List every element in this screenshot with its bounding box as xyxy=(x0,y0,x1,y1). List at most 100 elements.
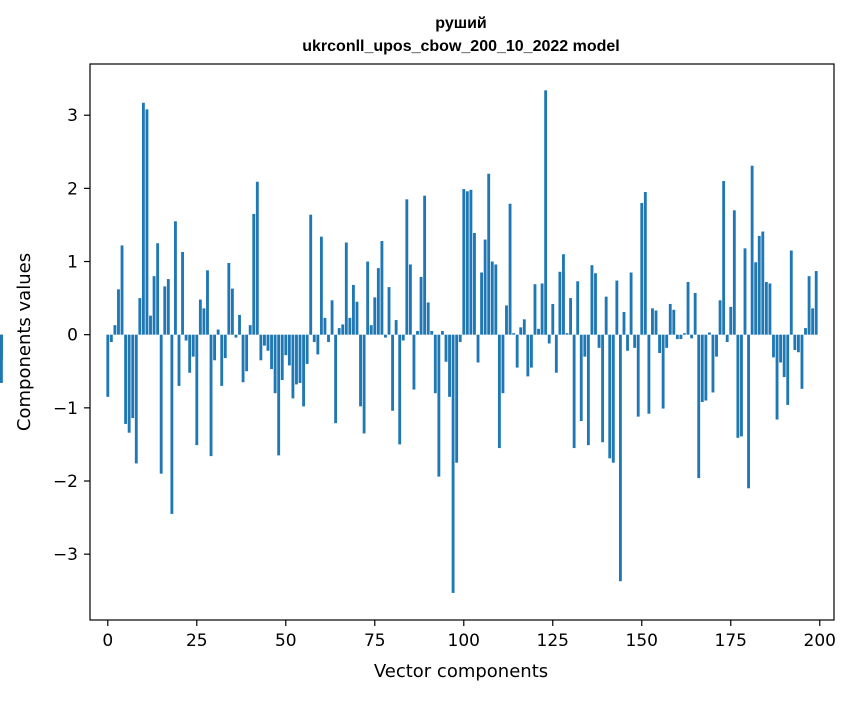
bar-96 xyxy=(448,334,451,397)
bar-155 xyxy=(658,334,661,353)
bar-187 xyxy=(772,334,775,358)
bar-134 xyxy=(583,334,587,357)
bar-51 xyxy=(287,334,291,366)
bar-93 xyxy=(437,334,441,477)
bar-199 xyxy=(814,271,818,335)
bar-157 xyxy=(665,334,669,348)
bar-156 xyxy=(661,334,665,409)
y-tick-label: 3 xyxy=(67,106,78,126)
bar-62 xyxy=(327,334,330,342)
bar-7 xyxy=(131,334,135,419)
chart-title-line1: руший xyxy=(435,15,486,32)
bar-180 xyxy=(747,334,750,489)
bar-195 xyxy=(800,334,804,389)
bar-126 xyxy=(554,334,558,373)
bar-82 xyxy=(398,334,402,445)
bar-186 xyxy=(768,283,772,335)
bar-13 xyxy=(152,276,156,335)
bar-128 xyxy=(562,254,565,335)
bar-135 xyxy=(586,334,590,446)
bar-87 xyxy=(416,331,419,335)
bar-64 xyxy=(334,334,338,424)
bar-168 xyxy=(704,334,708,401)
bar-173 xyxy=(722,181,726,335)
bar-31 xyxy=(216,329,220,335)
bar-98 xyxy=(455,334,459,463)
bar-56 xyxy=(305,334,309,364)
bar-194 xyxy=(796,334,800,353)
bar-49 xyxy=(280,334,284,381)
y-axis-label: Components values xyxy=(14,253,35,431)
bar-178 xyxy=(740,334,743,437)
bar-182 xyxy=(754,262,758,335)
bar-32 xyxy=(220,334,224,386)
bar-42 xyxy=(255,181,259,335)
bar-21 xyxy=(181,252,184,335)
bar-109 xyxy=(494,264,498,335)
bar-124 xyxy=(547,334,551,344)
bar-88 xyxy=(419,276,423,335)
bar-152 xyxy=(647,334,651,414)
bar-119 xyxy=(529,334,533,368)
x-tick-label: 175 xyxy=(715,631,747,651)
bar-166 xyxy=(697,334,701,479)
bar-50 xyxy=(284,334,288,356)
bar-127 xyxy=(558,271,562,335)
y-axis-ticks: −3 −2 −1 0 1 2 3 xyxy=(53,106,90,565)
bar-34 xyxy=(227,262,231,335)
bar-136 xyxy=(590,265,594,335)
chart-title-line2: ukrconll_upos_cbow_200_10_2022 model xyxy=(302,38,619,55)
x-tick-label: 200 xyxy=(804,631,836,651)
bar-57 xyxy=(309,214,313,335)
bar-58 xyxy=(312,334,316,342)
bar-23 xyxy=(188,334,192,373)
bar-137 xyxy=(594,273,597,335)
bar-102 xyxy=(469,189,473,335)
bar-142 xyxy=(611,334,615,463)
bar-197 xyxy=(807,276,811,335)
bar-177 xyxy=(736,334,740,438)
bar-140 xyxy=(604,296,608,335)
bar-72 xyxy=(362,334,366,434)
bar-174 xyxy=(725,334,729,342)
bar-73 xyxy=(366,261,370,335)
bar-171 xyxy=(715,334,718,357)
bar-161 xyxy=(679,334,683,340)
bar-115 xyxy=(515,334,519,368)
y-tick-label: 2 xyxy=(67,179,78,199)
bar-183 xyxy=(757,235,761,335)
bars xyxy=(0,90,818,593)
bar-132 xyxy=(576,281,580,335)
bar-149 xyxy=(636,334,640,417)
bar-138 xyxy=(597,334,601,348)
bar-181 xyxy=(750,165,754,335)
bar-69 xyxy=(352,284,355,335)
bar-10 xyxy=(141,102,145,335)
x-axis-label: Vector components xyxy=(374,661,548,682)
bar-113 xyxy=(508,203,512,335)
bar-164 xyxy=(690,334,694,339)
bar-198 xyxy=(811,308,815,335)
bar-89 xyxy=(423,195,427,335)
bar-9 xyxy=(138,298,142,335)
bar-8 xyxy=(134,334,138,464)
bar-100 xyxy=(462,189,466,335)
bar-130 xyxy=(569,298,572,335)
bar-20 xyxy=(177,334,181,386)
bar-170 xyxy=(711,334,715,393)
bar-22 xyxy=(184,334,188,341)
bar-144 xyxy=(618,334,622,582)
bar-90 xyxy=(426,302,430,335)
bar-189 xyxy=(779,334,783,363)
y-tick-label: −3 xyxy=(53,545,78,565)
x-tick-label: 50 xyxy=(275,631,297,651)
bar-94 xyxy=(441,331,444,335)
bar-184 xyxy=(761,231,765,335)
bar-43 xyxy=(259,334,263,361)
bar-36 xyxy=(234,334,238,338)
bar-172 xyxy=(718,300,722,335)
bar-67 xyxy=(344,242,348,335)
bar-114 xyxy=(512,333,516,335)
